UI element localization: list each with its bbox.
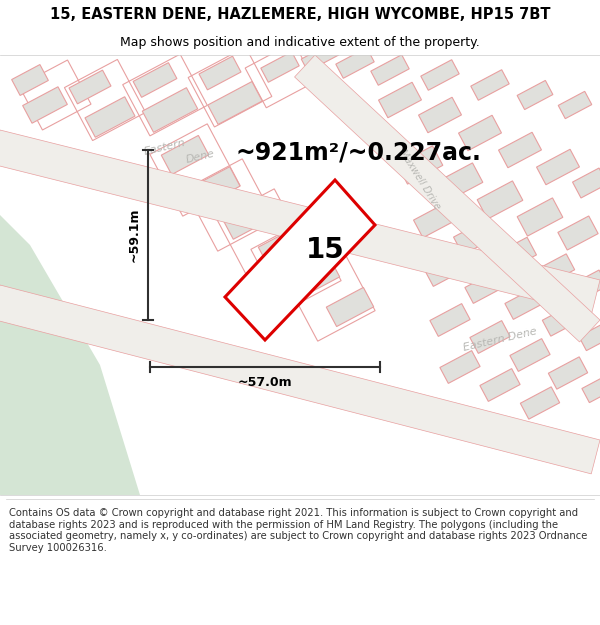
Text: 15, EASTERN DENE, HAZLEMERE, HIGH WYCOMBE, HP15 7BT: 15, EASTERN DENE, HAZLEMERE, HIGH WYCOMB… [50, 8, 550, 22]
Polygon shape [542, 304, 581, 336]
Polygon shape [0, 285, 600, 474]
Polygon shape [558, 91, 592, 119]
Polygon shape [572, 168, 600, 198]
Polygon shape [465, 271, 505, 303]
Polygon shape [520, 387, 560, 419]
Text: 15: 15 [305, 236, 344, 264]
Polygon shape [133, 62, 177, 98]
Polygon shape [494, 238, 536, 272]
Polygon shape [295, 55, 600, 342]
Polygon shape [458, 115, 502, 151]
Polygon shape [470, 321, 510, 353]
Polygon shape [471, 70, 509, 100]
Polygon shape [430, 304, 470, 336]
Polygon shape [499, 132, 541, 168]
Polygon shape [85, 97, 135, 138]
Polygon shape [225, 180, 375, 340]
Text: Contains OS data © Crown copyright and database right 2021. This information is : Contains OS data © Crown copyright and d… [9, 508, 587, 552]
Polygon shape [510, 339, 550, 371]
Polygon shape [301, 42, 339, 71]
Polygon shape [480, 369, 520, 401]
Polygon shape [505, 287, 545, 319]
Polygon shape [379, 82, 421, 118]
Polygon shape [336, 48, 374, 78]
Polygon shape [11, 64, 49, 96]
Polygon shape [535, 254, 575, 286]
Text: Map shows position and indicative extent of the property.: Map shows position and indicative extent… [120, 36, 480, 49]
Polygon shape [199, 56, 241, 90]
Polygon shape [371, 55, 409, 85]
Polygon shape [142, 88, 198, 132]
Polygon shape [0, 215, 140, 495]
Text: ~921m²/~0.227ac.: ~921m²/~0.227ac. [235, 141, 481, 165]
Polygon shape [69, 70, 111, 104]
Polygon shape [413, 202, 457, 238]
Polygon shape [0, 130, 600, 314]
Polygon shape [161, 136, 209, 174]
Polygon shape [190, 167, 240, 208]
Polygon shape [425, 254, 465, 286]
Polygon shape [454, 219, 496, 255]
Polygon shape [326, 288, 374, 327]
Polygon shape [292, 258, 340, 297]
Polygon shape [421, 60, 459, 90]
Polygon shape [223, 199, 273, 239]
Polygon shape [517, 81, 553, 109]
Polygon shape [582, 376, 600, 402]
Polygon shape [579, 323, 600, 351]
Polygon shape [397, 146, 443, 184]
Polygon shape [517, 198, 563, 236]
Text: Eastern Dene: Eastern Dene [462, 327, 538, 353]
Polygon shape [477, 181, 523, 219]
Polygon shape [548, 357, 587, 389]
Polygon shape [23, 87, 67, 123]
Text: ~59.1m: ~59.1m [128, 208, 140, 262]
Polygon shape [208, 81, 262, 124]
Polygon shape [437, 163, 483, 201]
Text: Eastern: Eastern [143, 138, 187, 157]
Polygon shape [419, 98, 461, 132]
Polygon shape [261, 52, 299, 82]
Text: Maxwell Drive: Maxwell Drive [398, 148, 442, 212]
Polygon shape [572, 270, 600, 300]
Polygon shape [558, 216, 598, 250]
Polygon shape [440, 351, 480, 383]
Polygon shape [536, 149, 580, 185]
Polygon shape [258, 228, 306, 267]
Text: Dene: Dene [185, 149, 215, 165]
Text: ~57.0m: ~57.0m [238, 376, 292, 389]
